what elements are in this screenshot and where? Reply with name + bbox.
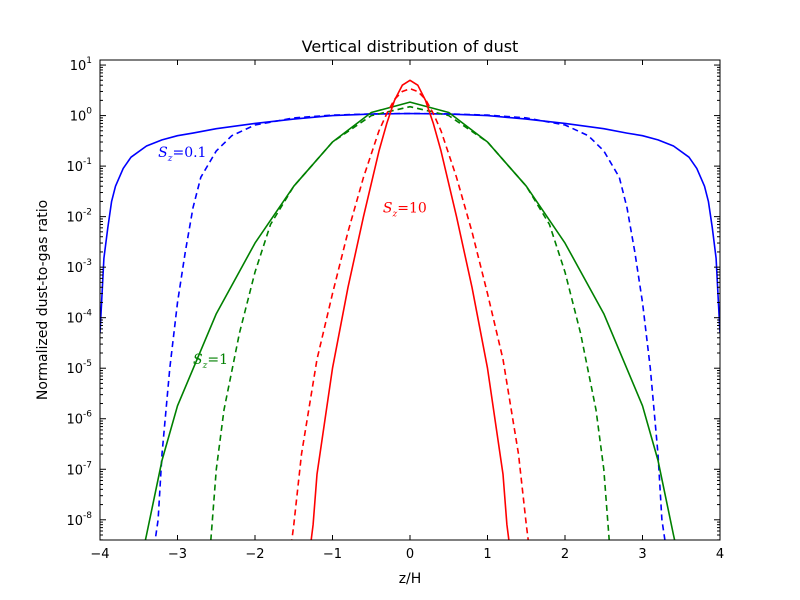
x-tick-label: 0 xyxy=(406,547,414,562)
series-line-3-solid xyxy=(144,101,676,540)
series-line-4-dashed xyxy=(210,105,610,540)
x-tick-label: 3 xyxy=(638,547,646,562)
y-tick-label: 10-2 xyxy=(66,208,92,226)
series-line-6-dashed xyxy=(291,87,530,540)
x-axis-label: z/H xyxy=(399,571,422,587)
series-line-2-dashed xyxy=(154,112,666,540)
x-tick-label: −4 xyxy=(90,547,109,562)
series-annotation-3: Sz=10 xyxy=(383,201,427,220)
y-tick-label: 10-5 xyxy=(66,359,92,377)
plot-frame xyxy=(99,59,721,541)
y-tick-label: 10-3 xyxy=(66,258,92,276)
y-tick-label: 101 xyxy=(70,56,92,74)
annotation-layer: Sz=0.1 Sz=1 Sz=10 xyxy=(158,145,427,371)
x-tick-label: −2 xyxy=(245,547,264,562)
y-tick-label: 10-6 xyxy=(66,410,92,428)
y-axis-label: Normalized dust-to-gas ratio xyxy=(35,200,51,400)
series-annotation-2: Sz=1 xyxy=(193,352,228,371)
x-tick-label: 2 xyxy=(561,547,569,562)
x-tick-label: −1 xyxy=(323,547,342,562)
y-tick-label: 10-7 xyxy=(66,460,92,478)
series-layer xyxy=(100,79,720,540)
x-tick-label: −3 xyxy=(168,547,187,562)
y-tick-label: 10-8 xyxy=(66,511,92,529)
chart-title: Vertical distribution of dust xyxy=(302,37,519,56)
x-tick-label: 1 xyxy=(483,547,491,562)
series-annotation-1: Sz=0.1 xyxy=(158,145,206,164)
series-line-5-solid xyxy=(310,79,510,540)
x-tick-label: 4 xyxy=(716,547,724,562)
tick-layer: −4 −3 −2 −1 0 1 2 3 4 101 100 10-1 10-2 10-3 10-4 10-5 1… xyxy=(66,56,724,562)
y-tick-label: 100 xyxy=(70,107,93,125)
y-tick-label: 10-4 xyxy=(66,309,92,327)
y-tick-label: 10-1 xyxy=(66,157,92,175)
